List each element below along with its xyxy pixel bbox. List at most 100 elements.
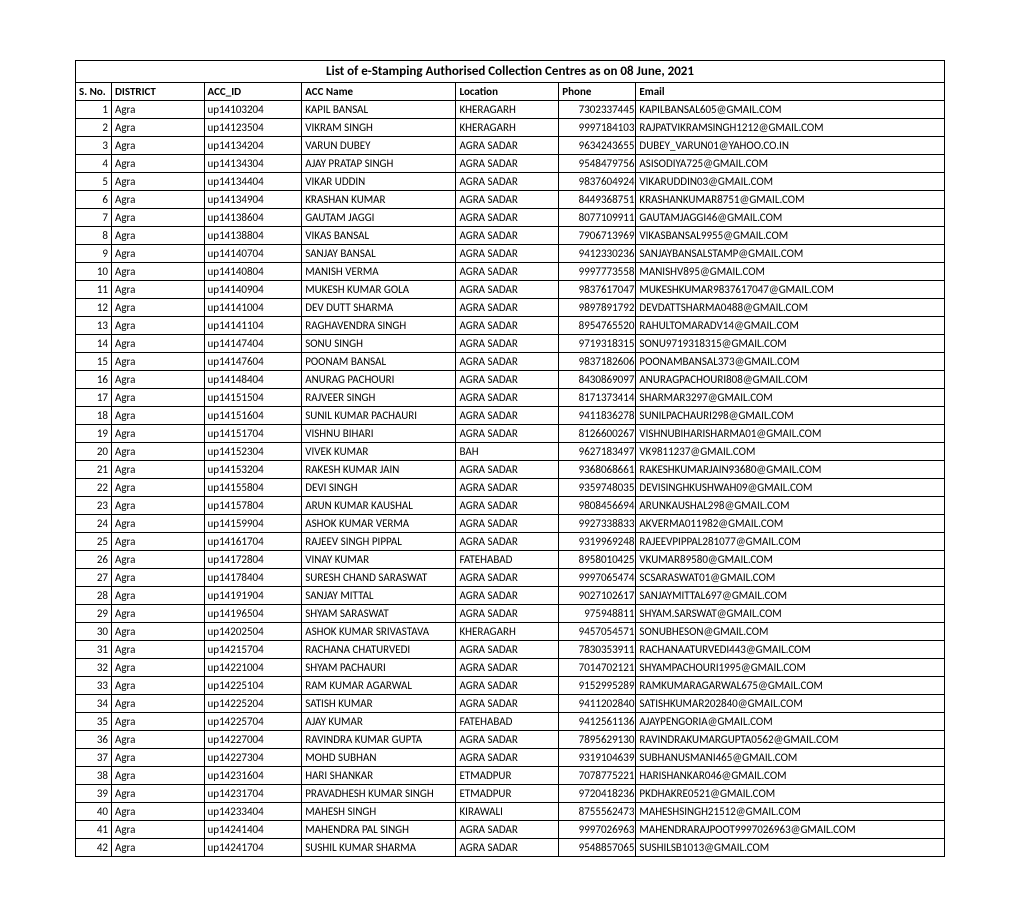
cell-accid: up14138604 (204, 209, 302, 227)
cell-phone: 9837617047 (559, 281, 636, 299)
table-row: 12Agraup14141004DEV DUTT SHARMAAGRA SADA… (76, 299, 945, 317)
cell-district: Agra (111, 551, 204, 569)
cell-sno: 23 (76, 497, 112, 515)
cell-accid: up14134404 (204, 173, 302, 191)
cell-email: KRASHANKUMAR8751@GMAIL.COM (636, 191, 945, 209)
cell-sno: 21 (76, 461, 112, 479)
cell-sno: 1 (76, 101, 112, 119)
cell-accid: up14157804 (204, 497, 302, 515)
header-accid: ACC_ID (204, 83, 302, 101)
cell-sno: 8 (76, 227, 112, 245)
cell-email: RAMKUMARAGARWAL675@GMAIL.COM (636, 677, 945, 695)
table-row: 27Agraup14178404SURESH CHAND SARASWATAGR… (76, 569, 945, 587)
table-row: 40Agraup14233404MAHESH SINGHKIRAWALI8755… (76, 803, 945, 821)
cell-sno: 27 (76, 569, 112, 587)
cell-email: RAKESHKUMARJAIN93680@GMAIL.COM (636, 461, 945, 479)
cell-accid: up14134904 (204, 191, 302, 209)
cell-accname: HARI SHANKAR (302, 767, 456, 785)
cell-accid: up14221004 (204, 659, 302, 677)
cell-accname: SANJAY MITTAL (302, 587, 456, 605)
cell-location: AGRA SADAR (456, 659, 559, 677)
cell-accid: up14172804 (204, 551, 302, 569)
cell-accid: up14147404 (204, 335, 302, 353)
cell-accname: SURESH CHAND SARASWAT (302, 569, 456, 587)
cell-accid: up14152304 (204, 443, 302, 461)
cell-sno: 11 (76, 281, 112, 299)
cell-location: AGRA SADAR (456, 839, 559, 857)
cell-accname: RAJEEV SINGH PIPPAL (302, 533, 456, 551)
cell-accname: KRASHAN KUMAR (302, 191, 456, 209)
cell-district: Agra (111, 803, 204, 821)
cell-accname: GAUTAM JAGGI (302, 209, 456, 227)
cell-phone: 9997773558 (559, 263, 636, 281)
cell-email: ARUNKAUSHAL298@GMAIL.COM (636, 497, 945, 515)
cell-sno: 31 (76, 641, 112, 659)
table-row: 8Agraup14138804VIKAS BANSALAGRA SADAR790… (76, 227, 945, 245)
cell-sno: 9 (76, 245, 112, 263)
table-row: 41Agraup14241404MAHENDRA PAL SINGHAGRA S… (76, 821, 945, 839)
table-row: 13Agraup14141104RAGHAVENDRA SINGHAGRA SA… (76, 317, 945, 335)
cell-location: AGRA SADAR (456, 209, 559, 227)
cell-accname: AJAY PRATAP SINGH (302, 155, 456, 173)
cell-accid: up14161704 (204, 533, 302, 551)
cell-location: KHERAGARH (456, 623, 559, 641)
cell-sno: 22 (76, 479, 112, 497)
cell-accid: up14123504 (204, 119, 302, 137)
cell-accid: up14227004 (204, 731, 302, 749)
table-row: 37Agraup14227304MOHD SUBHANAGRA SADAR931… (76, 749, 945, 767)
cell-sno: 18 (76, 407, 112, 425)
cell-sno: 20 (76, 443, 112, 461)
cell-email: SONU9719318315@GMAIL.COM (636, 335, 945, 353)
cell-accid: up14148404 (204, 371, 302, 389)
cell-location: ETMADPUR (456, 785, 559, 803)
cell-district: Agra (111, 569, 204, 587)
cell-accname: ASHOK KUMAR VERMA (302, 515, 456, 533)
table-row: 15Agraup14147604POONAM BANSALAGRA SADAR9… (76, 353, 945, 371)
cell-sno: 26 (76, 551, 112, 569)
cell-location: AGRA SADAR (456, 677, 559, 695)
cell-location: AGRA SADAR (456, 425, 559, 443)
cell-phone: 8430869097 (559, 371, 636, 389)
cell-phone: 7906713969 (559, 227, 636, 245)
cell-phone: 7895629130 (559, 731, 636, 749)
cell-phone: 975948811 (559, 605, 636, 623)
cell-email: RAJPATVIKRAMSINGH1212@GMAIL.COM (636, 119, 945, 137)
cell-district: Agra (111, 767, 204, 785)
table-row: 31Agraup14215704RACHANA CHATURVEDIAGRA S… (76, 641, 945, 659)
cell-phone: 9837182606 (559, 353, 636, 371)
cell-district: Agra (111, 605, 204, 623)
cell-location: AGRA SADAR (456, 497, 559, 515)
cell-accid: up14103204 (204, 101, 302, 119)
cell-location: AGRA SADAR (456, 371, 559, 389)
table-row: 2Agraup14123504VIKRAM SINGHKHERAGARH9997… (76, 119, 945, 137)
cell-accid: up14134204 (204, 137, 302, 155)
header-accname: ACC Name (302, 83, 456, 101)
table-row: 18Agraup14151604SUNIL KUMAR PACHAURIAGRA… (76, 407, 945, 425)
cell-accname: VINAY KUMAR (302, 551, 456, 569)
table-row: 22Agraup14155804DEVI SINGHAGRA SADAR9359… (76, 479, 945, 497)
cell-sno: 29 (76, 605, 112, 623)
cell-sno: 15 (76, 353, 112, 371)
cell-location: KHERAGARH (456, 119, 559, 137)
cell-sno: 16 (76, 371, 112, 389)
cell-accname: VIVEK KUMAR (302, 443, 456, 461)
cell-location: AGRA SADAR (456, 695, 559, 713)
cell-sno: 37 (76, 749, 112, 767)
cell-accid: up14141004 (204, 299, 302, 317)
cell-location: AGRA SADAR (456, 515, 559, 533)
cell-location: ETMADPUR (456, 767, 559, 785)
cell-accid: up14151604 (204, 407, 302, 425)
cell-sno: 13 (76, 317, 112, 335)
cell-sno: 35 (76, 713, 112, 731)
table-row: 30Agraup14202504ASHOK KUMAR SRIVASTAVAKH… (76, 623, 945, 641)
cell-accname: PRAVADHESH KUMAR SINGH (302, 785, 456, 803)
cell-location: AGRA SADAR (456, 605, 559, 623)
cell-sno: 30 (76, 623, 112, 641)
cell-location: AGRA SADAR (456, 821, 559, 839)
cell-phone: 9719318315 (559, 335, 636, 353)
cell-accid: up14140704 (204, 245, 302, 263)
cell-email: VK9811237@GMAIL.COM (636, 443, 945, 461)
table-row: 38Agraup14231604HARI SHANKARETMADPUR7078… (76, 767, 945, 785)
cell-email: HARISHANKAR046@GMAIL.COM (636, 767, 945, 785)
cell-accname: VIKAR UDDIN (302, 173, 456, 191)
